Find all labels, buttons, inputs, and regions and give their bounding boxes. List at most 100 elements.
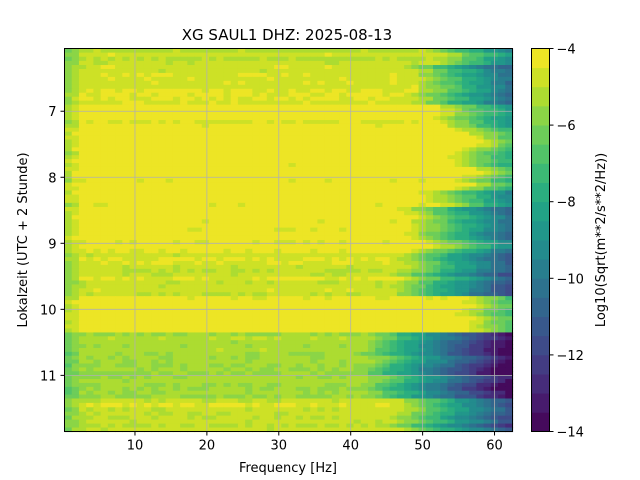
heatmap-cell — [223, 104, 232, 110]
heatmap-cell — [367, 324, 376, 330]
heatmap-cell — [107, 88, 116, 94]
heatmap-cell — [382, 104, 391, 110]
heatmap-cell — [122, 268, 131, 274]
heatmap-cell — [367, 116, 376, 121]
heatmap-cell — [483, 280, 492, 286]
heatmap-cell — [107, 296, 116, 301]
heatmap-cell — [317, 48, 326, 54]
heatmap-cell — [165, 48, 174, 54]
heatmap-cell — [324, 202, 333, 208]
heatmap-cell — [331, 76, 340, 82]
heatmap-cell — [498, 155, 506, 160]
heatmap-cell — [115, 186, 123, 192]
heatmap-cell — [295, 240, 304, 245]
heatmap-cell — [274, 215, 282, 220]
heatmap-cell — [93, 123, 102, 129]
heatmap-cell — [324, 163, 333, 168]
heatmap-cell — [245, 135, 253, 141]
heatmap-cell — [317, 120, 326, 125]
heatmap-cell — [461, 123, 470, 129]
heatmap-cell — [115, 253, 123, 258]
heatmap-cell — [461, 194, 470, 200]
heatmap-cell — [151, 155, 160, 160]
heatmap-cell — [107, 363, 116, 368]
heatmap-cell — [317, 116, 326, 121]
heatmap-cell — [331, 182, 340, 188]
heatmap-cell — [237, 166, 246, 172]
heatmap-cell — [476, 139, 485, 145]
heatmap-cell — [346, 65, 355, 70]
heatmap-cell — [194, 244, 203, 250]
heatmap-cell — [245, 215, 253, 220]
heatmap-cell — [310, 288, 319, 293]
heatmap-cell — [310, 108, 319, 113]
heatmap-cell — [237, 182, 246, 188]
heatmap-cell — [454, 65, 463, 70]
heatmap-cell — [209, 227, 217, 233]
heatmap-cell — [389, 65, 398, 70]
heatmap-cell — [266, 324, 275, 330]
heatmap-cell — [469, 211, 477, 216]
heatmap-cell — [245, 328, 253, 334]
heatmap-cell — [461, 88, 470, 94]
heatmap-cell — [411, 332, 420, 337]
heatmap-cell — [389, 163, 398, 168]
heatmap-cell — [461, 131, 470, 137]
heatmap-cell — [71, 347, 80, 353]
heatmap-cell — [107, 367, 116, 372]
heatmap-cell — [129, 351, 138, 357]
heatmap-cell — [223, 52, 232, 58]
heatmap-cell — [367, 292, 376, 297]
heatmap-cell — [498, 104, 506, 110]
heatmap-cell — [194, 202, 203, 208]
heatmap-cell — [259, 347, 268, 353]
heatmap-cell — [143, 151, 152, 156]
heatmap-cell — [339, 143, 347, 148]
heatmap-cell — [187, 312, 196, 317]
heatmap-cell — [259, 316, 268, 321]
heatmap-cell — [288, 166, 297, 172]
heatmap-cell — [411, 316, 420, 321]
heatmap-cell — [281, 355, 290, 361]
heatmap-cell — [302, 324, 311, 330]
heatmap-cell — [245, 253, 253, 258]
heatmap-cell — [223, 72, 232, 78]
heatmap-cell — [433, 308, 441, 313]
heatmap-cell — [346, 178, 355, 184]
heatmap-cell — [209, 332, 217, 337]
heatmap-cell — [346, 127, 355, 133]
heatmap-cell — [324, 166, 333, 172]
heatmap-cell — [346, 198, 355, 204]
heatmap-cell — [266, 112, 275, 117]
heatmap-cell — [266, 155, 275, 160]
heatmap-cell — [288, 65, 297, 70]
heatmap-cell — [375, 244, 384, 250]
heatmap-cell — [367, 163, 376, 168]
heatmap-cell — [367, 296, 376, 301]
heatmap-cell — [266, 344, 275, 349]
heatmap-cell — [433, 108, 441, 113]
heatmap-cell — [396, 202, 405, 208]
heatmap-cell — [382, 296, 391, 301]
heatmap-cell — [115, 68, 123, 74]
heatmap-cell — [230, 355, 239, 361]
heatmap-cell — [129, 340, 138, 345]
heatmap-cell — [78, 108, 87, 113]
heatmap-cell — [230, 244, 239, 250]
heatmap-cell — [310, 104, 319, 110]
heatmap-cell — [237, 127, 246, 133]
heatmap-cell — [505, 359, 514, 365]
heatmap-cell — [425, 88, 434, 94]
heatmap-cell — [194, 72, 203, 78]
heatmap-cell — [64, 367, 73, 372]
heatmap-cell — [201, 88, 210, 94]
heatmap-cell — [230, 48, 239, 54]
heatmap-cell — [180, 60, 188, 66]
heatmap-cell — [411, 104, 420, 110]
heatmap-cell — [151, 112, 160, 117]
heatmap-cell — [78, 178, 87, 184]
heatmap-cell — [476, 359, 485, 365]
heatmap-cell — [71, 72, 80, 78]
heatmap-cell — [310, 280, 319, 286]
heatmap-cell — [302, 68, 311, 74]
